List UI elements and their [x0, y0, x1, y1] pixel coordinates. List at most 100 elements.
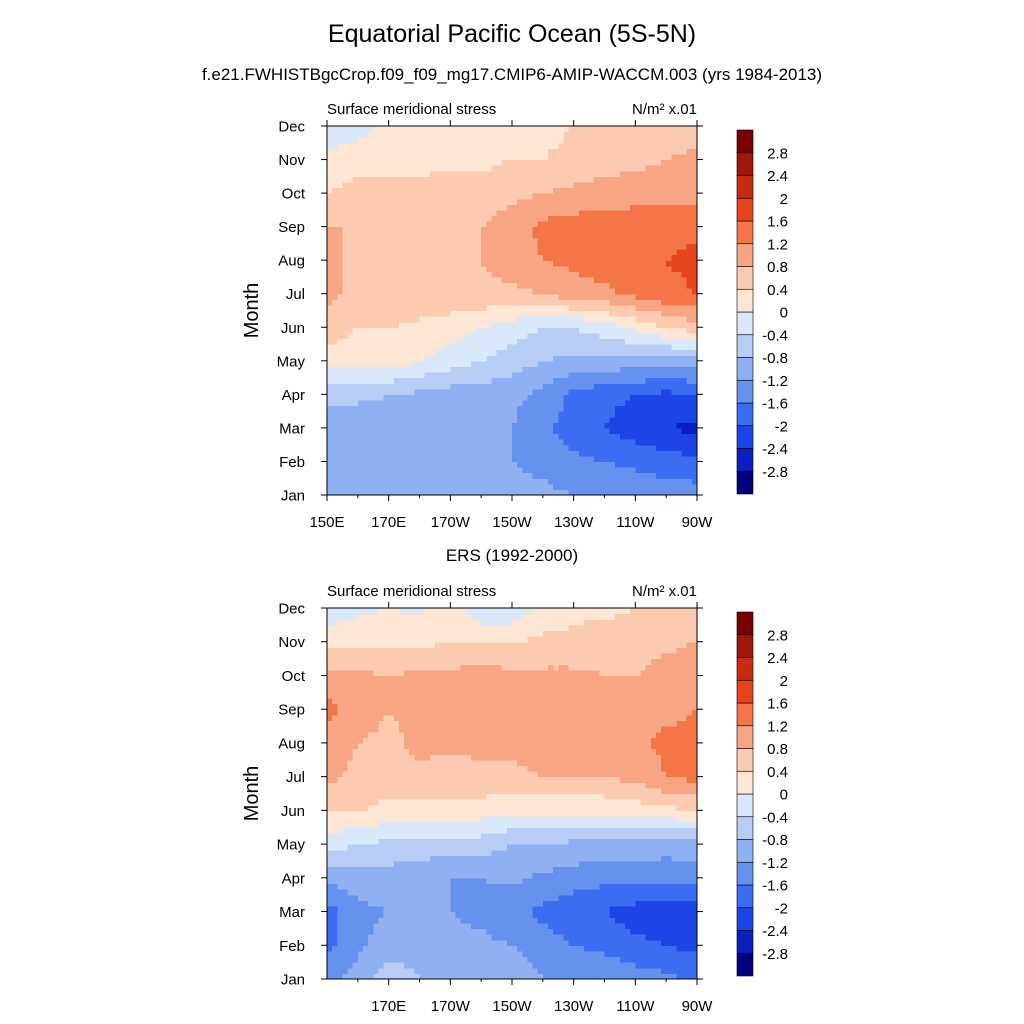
- heatmap-cell: [337, 355, 344, 362]
- heatmap-cell: [542, 427, 549, 435]
- heatmap-cell: [419, 226, 426, 233]
- heatmap-cell: [409, 472, 415, 479]
- heatmap-cell: [589, 198, 595, 205]
- heatmap-cell: [619, 344, 626, 351]
- heatmap-cell: [455, 260, 462, 267]
- heatmap-cell: [686, 489, 693, 496]
- heatmap-cell: [604, 355, 611, 362]
- heatmap-cell: [347, 254, 354, 261]
- heatmap-cell: [512, 321, 518, 328]
- heatmap-cell: [476, 316, 482, 323]
- heatmap-cell: [594, 282, 600, 289]
- heatmap-cell: [501, 142, 508, 149]
- heatmap-cell: [357, 422, 364, 429]
- heatmap-cell: [419, 962, 426, 969]
- heatmap-cell: [573, 181, 580, 189]
- heatmap-cell: [635, 198, 642, 205]
- heatmap-cell: [501, 293, 508, 300]
- heatmap-cell: [589, 344, 595, 351]
- heatmap-cell: [347, 276, 354, 284]
- heatmap-cell: [393, 399, 400, 407]
- heatmap-cell: [491, 254, 498, 261]
- heatmap-cell: [614, 148, 621, 155]
- heatmap-cell: [393, 377, 400, 384]
- heatmap-cell: [465, 254, 472, 261]
- heatmap-cell: [650, 237, 657, 245]
- heatmap-cell: [476, 237, 482, 245]
- heatmap-cell: [332, 967, 338, 974]
- heatmap-cell: [676, 461, 683, 468]
- heatmap-cell: [404, 461, 410, 468]
- heatmap-cell: [481, 405, 487, 412]
- heatmap-cell: [398, 461, 405, 468]
- heatmap-cell: [337, 204, 344, 211]
- heatmap-cell: [553, 332, 559, 340]
- heatmap-cell: [517, 411, 523, 418]
- heatmap-cell: [440, 427, 446, 435]
- heatmap-cell: [337, 232, 344, 239]
- heatmap-cell: [686, 153, 693, 161]
- heatmap-cell: [470, 137, 477, 144]
- heatmap-cell: [512, 276, 518, 284]
- heatmap-cell: [481, 215, 487, 222]
- heatmap-cell: [640, 383, 647, 390]
- heatmap-cell: [398, 181, 405, 189]
- heatmap-cell: [604, 304, 611, 312]
- heatmap-cell: [383, 304, 390, 312]
- heatmap-cell: [563, 444, 570, 451]
- heatmap-cell: [635, 483, 642, 491]
- heatmap-cell: [496, 288, 503, 295]
- heatmap-cell: [419, 956, 426, 963]
- heatmap-cell: [547, 377, 554, 384]
- heatmap-cell: [522, 254, 529, 261]
- heatmap-cell: [450, 271, 457, 278]
- heatmap-cell: [393, 962, 400, 969]
- heatmap-cell: [486, 271, 493, 278]
- heatmap-cell: [424, 221, 431, 228]
- heatmap-cell: [558, 316, 564, 323]
- heatmap-cell: [532, 332, 539, 340]
- heatmap-cell: [671, 422, 678, 429]
- heatmap-cell: [481, 131, 487, 138]
- heatmap-cell: [666, 126, 672, 133]
- heatmap-cell: [640, 232, 647, 239]
- heatmap-cell: [383, 260, 390, 267]
- heatmap-cell: [424, 237, 431, 245]
- heatmap-cell: [404, 489, 410, 496]
- heatmap-cell: [496, 165, 503, 172]
- heatmap-cell: [594, 293, 600, 300]
- heatmap-cell: [547, 209, 554, 217]
- heatmap-cell: [388, 271, 395, 278]
- heatmap-cell: [337, 265, 344, 272]
- heatmap-cell: [378, 405, 385, 412]
- heatmap-cell: [640, 478, 647, 485]
- heatmap-cell: [342, 349, 349, 356]
- heatmap-cell: [501, 478, 508, 485]
- heatmap-cell: [532, 204, 539, 211]
- heatmap-cell: [512, 243, 518, 250]
- heatmap-cell: [686, 360, 693, 368]
- heatmap-cell: [522, 265, 529, 272]
- heatmap-cell: [527, 254, 534, 261]
- heatmap-cell: [424, 478, 431, 485]
- heatmap-cell: [337, 299, 344, 306]
- heatmap-cell: [347, 282, 354, 289]
- heatmap-cell: [676, 198, 683, 205]
- heatmap-cell: [563, 338, 570, 345]
- heatmap-cell: [666, 411, 672, 418]
- heatmap-cell: [594, 276, 600, 284]
- heatmap-cell: [635, 137, 642, 144]
- heatmap-cell: [414, 299, 421, 306]
- heatmap-cell: [604, 411, 611, 418]
- heatmap-cell: [568, 472, 575, 479]
- heatmap-cell: [553, 310, 559, 317]
- heatmap-cell: [645, 187, 652, 194]
- heatmap-cell: [332, 249, 338, 256]
- heatmap-cell: [362, 215, 369, 222]
- heatmap-cell: [362, 276, 369, 284]
- heatmap-cell: [409, 243, 415, 250]
- heatmap-cell: [609, 411, 616, 418]
- heatmap-cell: [640, 254, 647, 261]
- heatmap-cell: [450, 193, 457, 200]
- heatmap-cell: [460, 176, 467, 183]
